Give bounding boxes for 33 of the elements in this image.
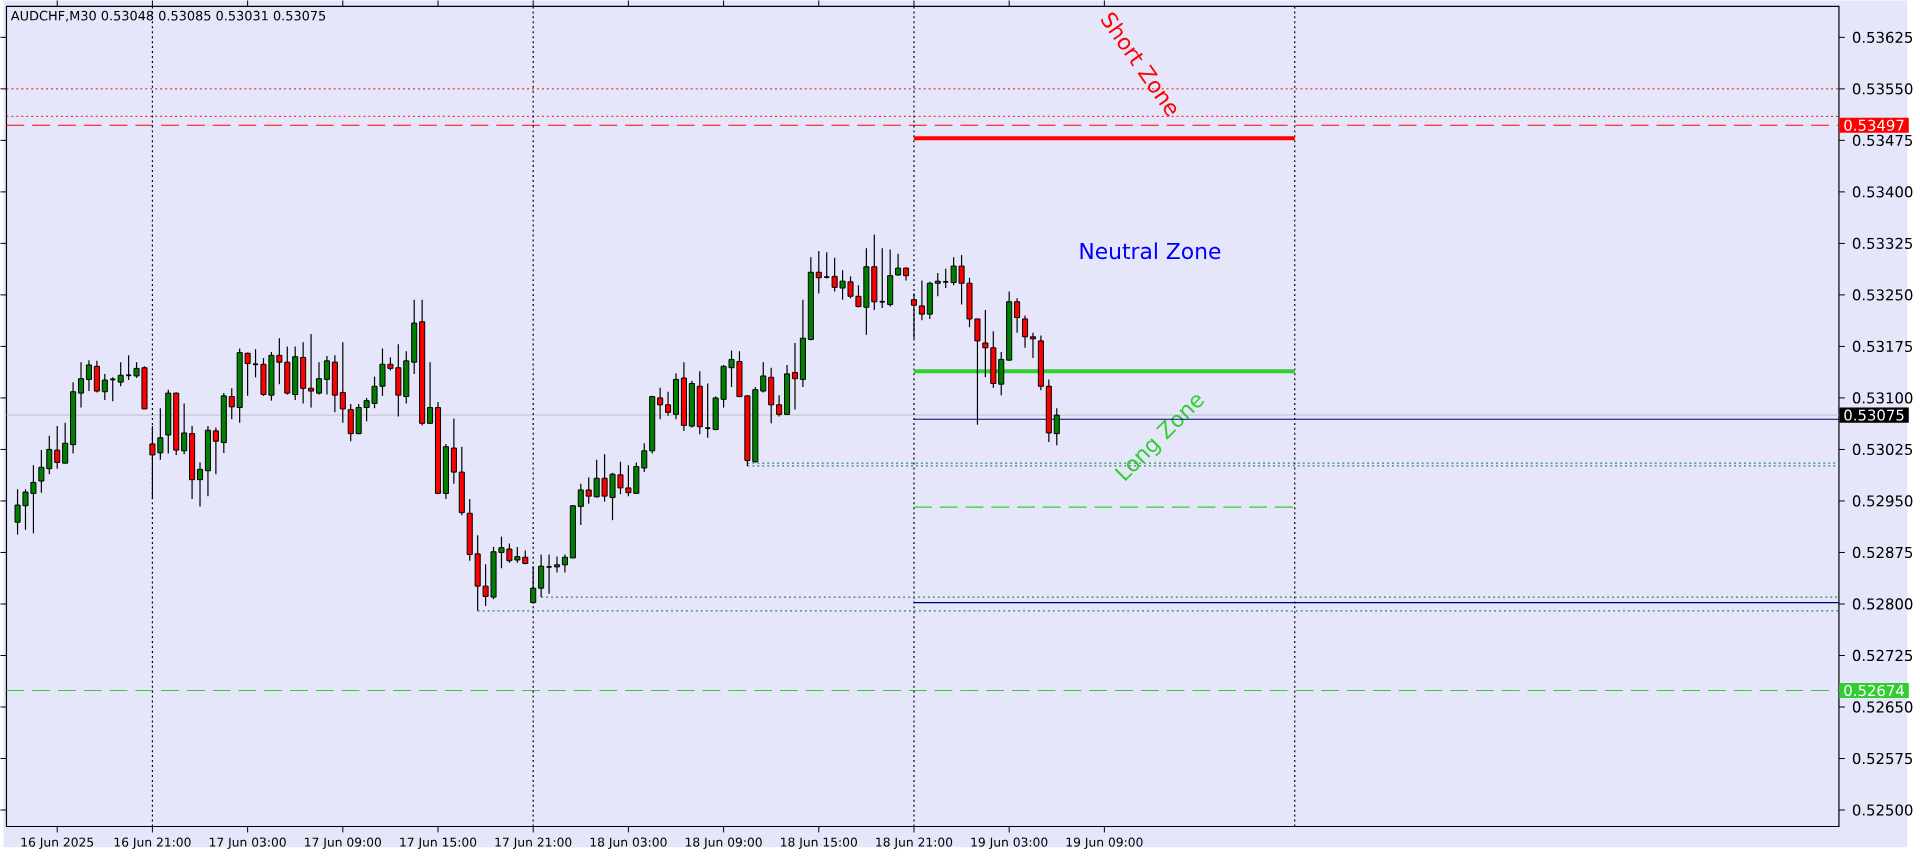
annotation: Neutral Zone: [1080, 242, 1221, 260]
chart-title: AUDCHF,M30 0.53048 0.53085 0.53031 0.53075: [10, 10, 326, 23]
y-tick-label: 0.52500: [1852, 804, 1913, 816]
x-tick-label: 17 Jun 09:00: [305, 837, 382, 850]
y-tick-label: 0.53475: [1852, 134, 1913, 147]
y-tick-label: 0.53550: [1852, 83, 1913, 95]
y-tick-label: 0.53025: [1852, 443, 1913, 456]
x-tick-label: 17 Jun 15:00: [400, 837, 477, 850]
y-tick-label: 0.52725: [1852, 650, 1913, 662]
ref-line-label: 0.53075: [1844, 409, 1904, 421]
y-tick-label: 0.53250: [1852, 289, 1913, 301]
x-tick-label: 16 Jun 21:00: [114, 837, 191, 850]
x-tick-label: 18 Jun 03:00: [590, 837, 667, 850]
x-tick-label: 18 Jun 09:00: [685, 837, 762, 850]
ref-line-label: 0.52674: [1844, 685, 1904, 697]
y-tick-label: 0.53100: [1852, 392, 1913, 404]
ref-line-label: 0.53497: [1844, 119, 1904, 132]
x-tick-label: 17 Jun 03:00: [209, 837, 286, 850]
x-tick-label: 18 Jun 21:00: [876, 837, 953, 850]
x-tick-label: 18 Jun 15:00: [781, 837, 857, 850]
x-tick-label: 19 Jun 03:00: [971, 837, 1048, 850]
y-tick-label: 0.52800: [1852, 598, 1913, 610]
y-tick-label: 0.52575: [1852, 753, 1913, 765]
y-tick-label: 0.52875: [1852, 546, 1913, 559]
y-tick-label: 0.53625: [1852, 31, 1913, 44]
y-tick-label: 0.52950: [1852, 495, 1913, 507]
y-tick-label: 0.53325: [1852, 237, 1913, 250]
x-tick-label: 19 Jun 09:00: [1066, 837, 1143, 850]
y-tick-label: 0.53175: [1852, 340, 1913, 353]
y-tick-label: 0.53400: [1852, 186, 1913, 198]
x-tick-label: 17 Jun 21:00: [495, 837, 572, 850]
y-tick-label: 0.52650: [1852, 701, 1913, 713]
x-tick-label: 16 Jun 2025: [21, 837, 94, 850]
